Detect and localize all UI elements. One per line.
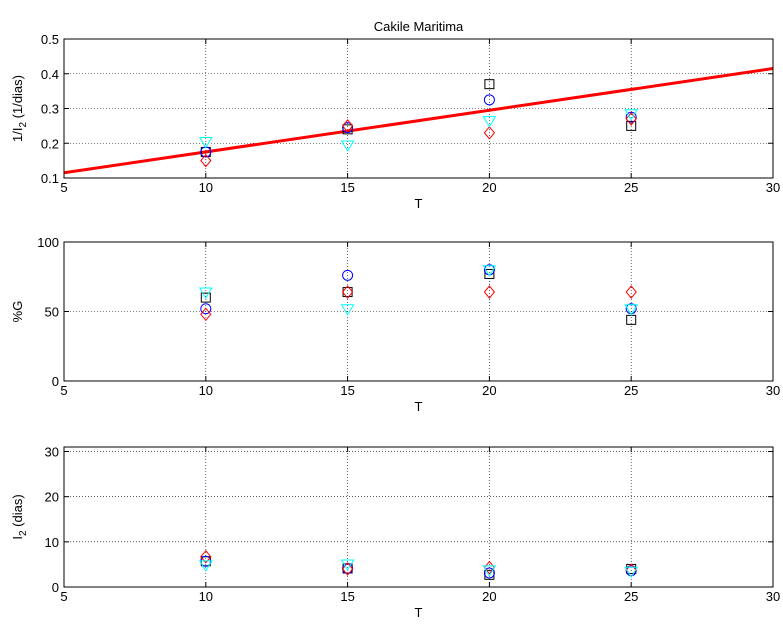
y-tick-label: 0.4 <box>41 67 59 82</box>
x-tick-label: 5 <box>60 383 67 398</box>
x-tick-label: 10 <box>199 180 213 195</box>
data-point-square <box>484 268 495 279</box>
chart-title: Cakile Maritima <box>374 19 464 34</box>
data-point-triangle-down <box>624 109 639 121</box>
y-tick-label: 100 <box>37 235 59 250</box>
x-tick-label: 20 <box>482 180 496 195</box>
data-point-triangle-down <box>624 566 639 579</box>
axes-frame <box>63 446 774 588</box>
y-tick-label: 0.3 <box>41 102 59 117</box>
data-point-square <box>626 120 637 131</box>
x-tick-label: 15 <box>340 180 354 195</box>
data-point-triangle-down <box>198 287 213 300</box>
y-tick-label: 10 <box>45 535 59 550</box>
data-point-triangle-down <box>624 304 639 316</box>
y-tick-label: 0 <box>52 580 59 595</box>
x-tick-label: 25 <box>624 180 638 195</box>
y-axis-title: 1/I2 (1/dias) <box>10 75 29 142</box>
chart-panel-2: 5 10 15 20 25 30 0 50 100 T %G <box>10 235 780 414</box>
data-point-triangle-down <box>482 565 497 577</box>
x-tick-label: 10 <box>199 589 213 604</box>
y-tick-label: 50 <box>45 305 59 320</box>
x-tick-label: 25 <box>624 383 638 398</box>
x-tick-label: 20 <box>482 383 496 398</box>
data-point-circle <box>200 303 212 315</box>
x-tick-label: 10 <box>199 383 213 398</box>
y-tick-label: 0.2 <box>41 136 59 151</box>
data-point-triangle-down <box>482 116 497 128</box>
y-tick-label: 20 <box>45 490 59 505</box>
plot-area <box>64 447 773 587</box>
data-point-square <box>200 292 211 303</box>
x-tick-label: 5 <box>60 589 67 604</box>
x-tick-label: 30 <box>766 180 780 195</box>
data-point-diamond <box>200 549 212 564</box>
data-point-diamond <box>200 307 212 322</box>
data-point-triangle-down <box>340 559 355 571</box>
x-axis-title: T <box>415 605 423 620</box>
x-tick-label: 25 <box>624 589 638 604</box>
data-point-circle <box>483 264 495 276</box>
data-point-diamond <box>483 285 496 299</box>
data-point-diamond <box>625 112 637 126</box>
chart-panel-3: 5 10 15 20 25 30 0 10 20 30 T I2 (dias) <box>10 445 780 620</box>
y-tick-label: 0 <box>52 374 59 389</box>
x-tick-label: 20 <box>482 589 496 604</box>
data-point-triangle-down <box>340 304 355 316</box>
x-tick-label: 30 <box>766 589 780 604</box>
data-point-triangle-down <box>198 560 213 572</box>
data-point-diamond <box>341 562 354 576</box>
axes-frame <box>63 38 774 179</box>
y-axis-title: %G <box>10 301 25 323</box>
data-point-circle <box>483 567 495 579</box>
data-point-diamond <box>200 153 212 168</box>
data-point-diamond <box>625 285 637 299</box>
data-point-triangle-down <box>482 265 497 277</box>
x-axis-title: T <box>415 196 423 211</box>
x-tick-label: 5 <box>60 180 67 195</box>
data-point-triangle-down <box>340 140 355 152</box>
data-point-circle <box>483 94 495 106</box>
data-point-diamond <box>341 285 354 299</box>
x-tick-label: 15 <box>340 383 354 398</box>
data-point-diamond <box>483 126 496 140</box>
y-tick-label: 0.5 <box>41 32 59 47</box>
data-point-diamond <box>341 119 354 133</box>
chart-panel-1: 5 10 15 20 25 30 0.1 0.2 0.3 0.4 0.5 T 1/I2 (1/dias)… <box>10 19 780 211</box>
fit-line <box>64 67 773 175</box>
data-point-circle <box>342 269 354 281</box>
data-point-triangle-down <box>198 137 213 149</box>
y-tick-label: 30 <box>45 445 59 460</box>
y-tick-label: 0.1 <box>41 171 59 186</box>
axes-frame <box>63 241 774 382</box>
data-point-square <box>484 79 495 90</box>
data-point-circle <box>625 303 637 315</box>
x-tick-label: 30 <box>766 383 780 398</box>
y-axis-title: I2 (dias) <box>10 494 29 539</box>
x-axis-title: T <box>415 399 423 414</box>
x-tick-label: 15 <box>340 589 354 604</box>
